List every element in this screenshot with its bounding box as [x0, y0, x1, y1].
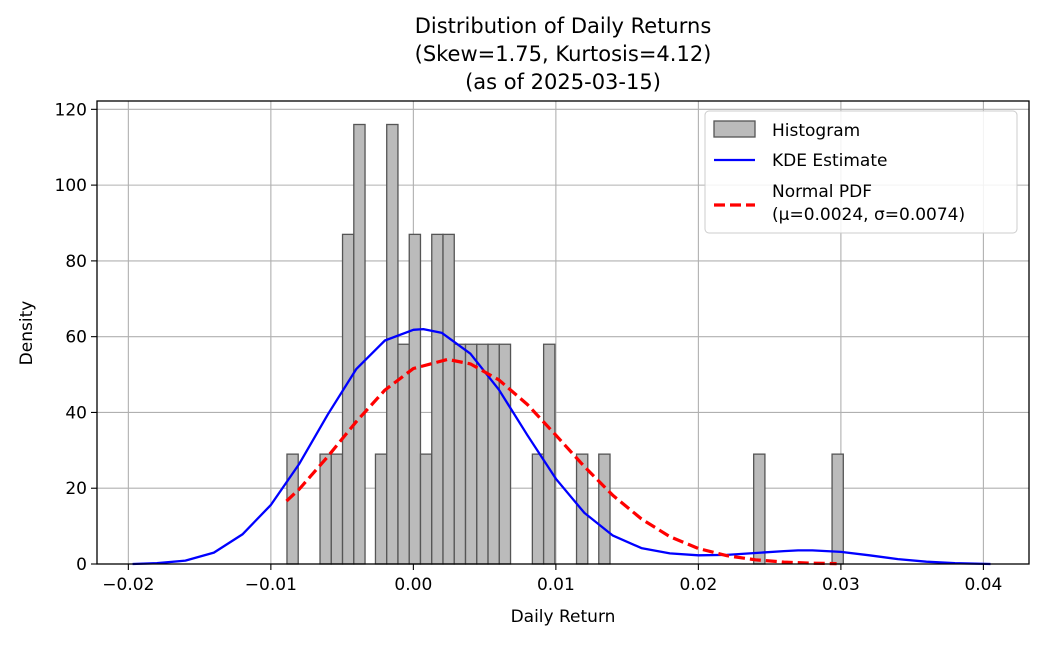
- histogram-bar: [531, 453, 545, 565]
- histogram-bar: [476, 343, 489, 565]
- y-axis-ticks: 0 20 40 60 80 100 120: [55, 100, 97, 575]
- legend-label-histogram: Histogram: [772, 121, 860, 141]
- histogram-bar: [330, 453, 344, 565]
- histogram-bar: [831, 453, 844, 565]
- x-tick-label: 0.03: [822, 575, 860, 595]
- histogram-bar: [419, 453, 433, 565]
- x-tick-label: 0.01: [537, 575, 575, 595]
- y-tick-label: 80: [65, 252, 87, 272]
- x-axis-ticks: −0.02 −0.01 0.00 0.01 0.02 0.03 0.04: [102, 564, 1002, 595]
- legend-label-normal: Normal PDF: [772, 182, 872, 202]
- chart-title-line-2: (Skew=1.75, Kurtosis=4.12): [415, 42, 712, 66]
- histogram-bar: [442, 233, 455, 565]
- plot-frame: [96, 100, 1030, 565]
- legend-histogram-swatch: [713, 120, 756, 138]
- density-curves: [132, 327, 991, 566]
- histogram-bar: [408, 233, 422, 565]
- histogram-bar: [431, 233, 444, 565]
- histogram-bar: [498, 343, 512, 565]
- histogram-bar: [542, 343, 556, 565]
- chart-title-line-3: (as of 2025-03-15): [465, 70, 661, 94]
- histogram-bar: [319, 453, 332, 565]
- legend-label-normal-params: (μ=0.0024, σ=0.0074): [772, 205, 965, 225]
- legend: Histogram KDE Estimate Normal PDF (μ=0.0…: [704, 110, 1018, 234]
- y-tick-label: 120: [55, 100, 87, 120]
- histogram-bar: [464, 343, 478, 565]
- y-axis-label: Density: [17, 301, 37, 366]
- y-tick-label: 100: [55, 176, 87, 196]
- histogram-bar: [453, 343, 467, 565]
- histogram-bar: [286, 453, 299, 565]
- histogram-bar: [374, 453, 388, 565]
- histogram-bars: [286, 123, 844, 565]
- y-tick-label: 60: [65, 328, 87, 348]
- x-tick-label: 0.00: [394, 575, 432, 595]
- x-tick-label: −0.02: [102, 575, 154, 595]
- histogram-bar: [753, 453, 766, 565]
- x-tick-label: 0.02: [679, 575, 717, 595]
- y-tick-label: 40: [65, 403, 87, 423]
- kde-line: [132, 327, 991, 566]
- histogram-bar: [386, 123, 399, 565]
- normal-pdf-line: [285, 357, 837, 566]
- chart-title-line-1: Distribution of Daily Returns: [415, 14, 712, 38]
- histogram-bar: [598, 453, 611, 565]
- x-tick-label: 0.04: [964, 575, 1002, 595]
- histogram-bar: [341, 233, 355, 565]
- legend-box: [704, 110, 1018, 234]
- histogram-bar: [353, 123, 366, 565]
- y-tick-label: 20: [65, 479, 87, 499]
- x-axis-label: Daily Return: [511, 607, 616, 627]
- x-tick-label: −0.01: [245, 575, 297, 595]
- legend-label-kde: KDE Estimate: [772, 151, 887, 171]
- y-tick-label: 0: [76, 555, 87, 575]
